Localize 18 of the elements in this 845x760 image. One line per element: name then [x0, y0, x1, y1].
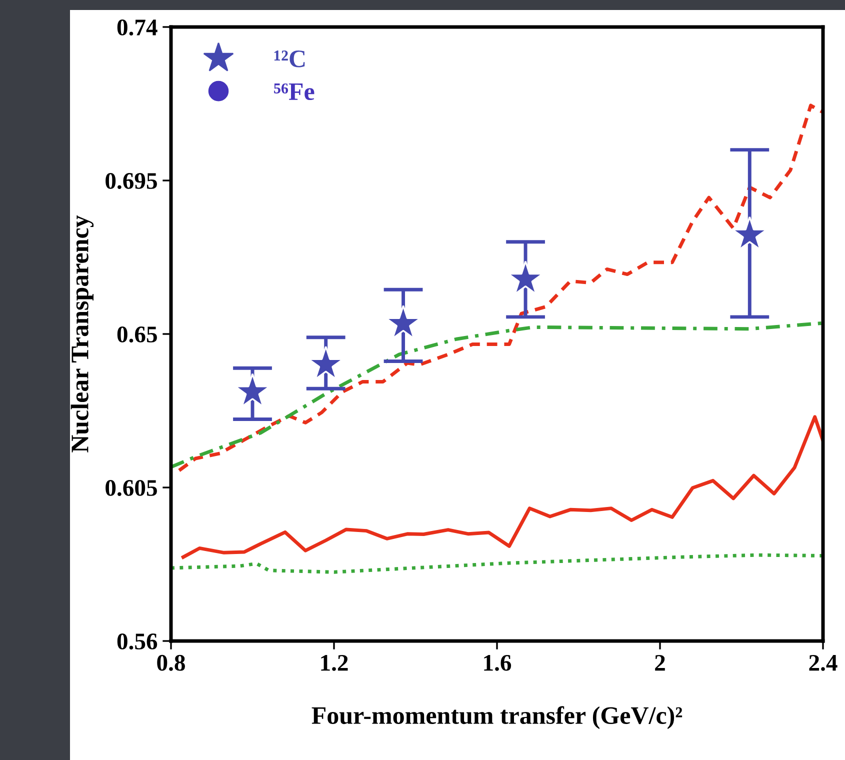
x-tick-label: 0.8 — [157, 654, 185, 671]
x-tick-label: 2 — [655, 654, 665, 671]
line-series — [171, 553, 823, 574]
x-axis-title: Four-momentum transfer (GeV/c)² — [312, 706, 682, 730]
line-series — [171, 321, 823, 469]
y-tick-label: 0.74 — [117, 19, 158, 36]
y-tick-label: 0.65 — [117, 326, 157, 343]
legend-label: ¹²C — [274, 50, 305, 68]
y-tick-label: 0.56 — [117, 633, 158, 650]
x-tick-label: 2.4 — [809, 654, 838, 671]
x-tick-label: 1.2 — [321, 654, 348, 671]
line-series — [177, 104, 823, 472]
y-tick-label: 0.695 — [106, 172, 157, 190]
legend-label: ⁵⁶Fe — [274, 83, 314, 100]
y-tick-label: 0.605 — [106, 480, 157, 496]
line-series — [181, 415, 823, 559]
y-axis-title: Nuclear Transparency — [70, 215, 94, 452]
x-tick-label: 1.6 — [484, 654, 512, 671]
